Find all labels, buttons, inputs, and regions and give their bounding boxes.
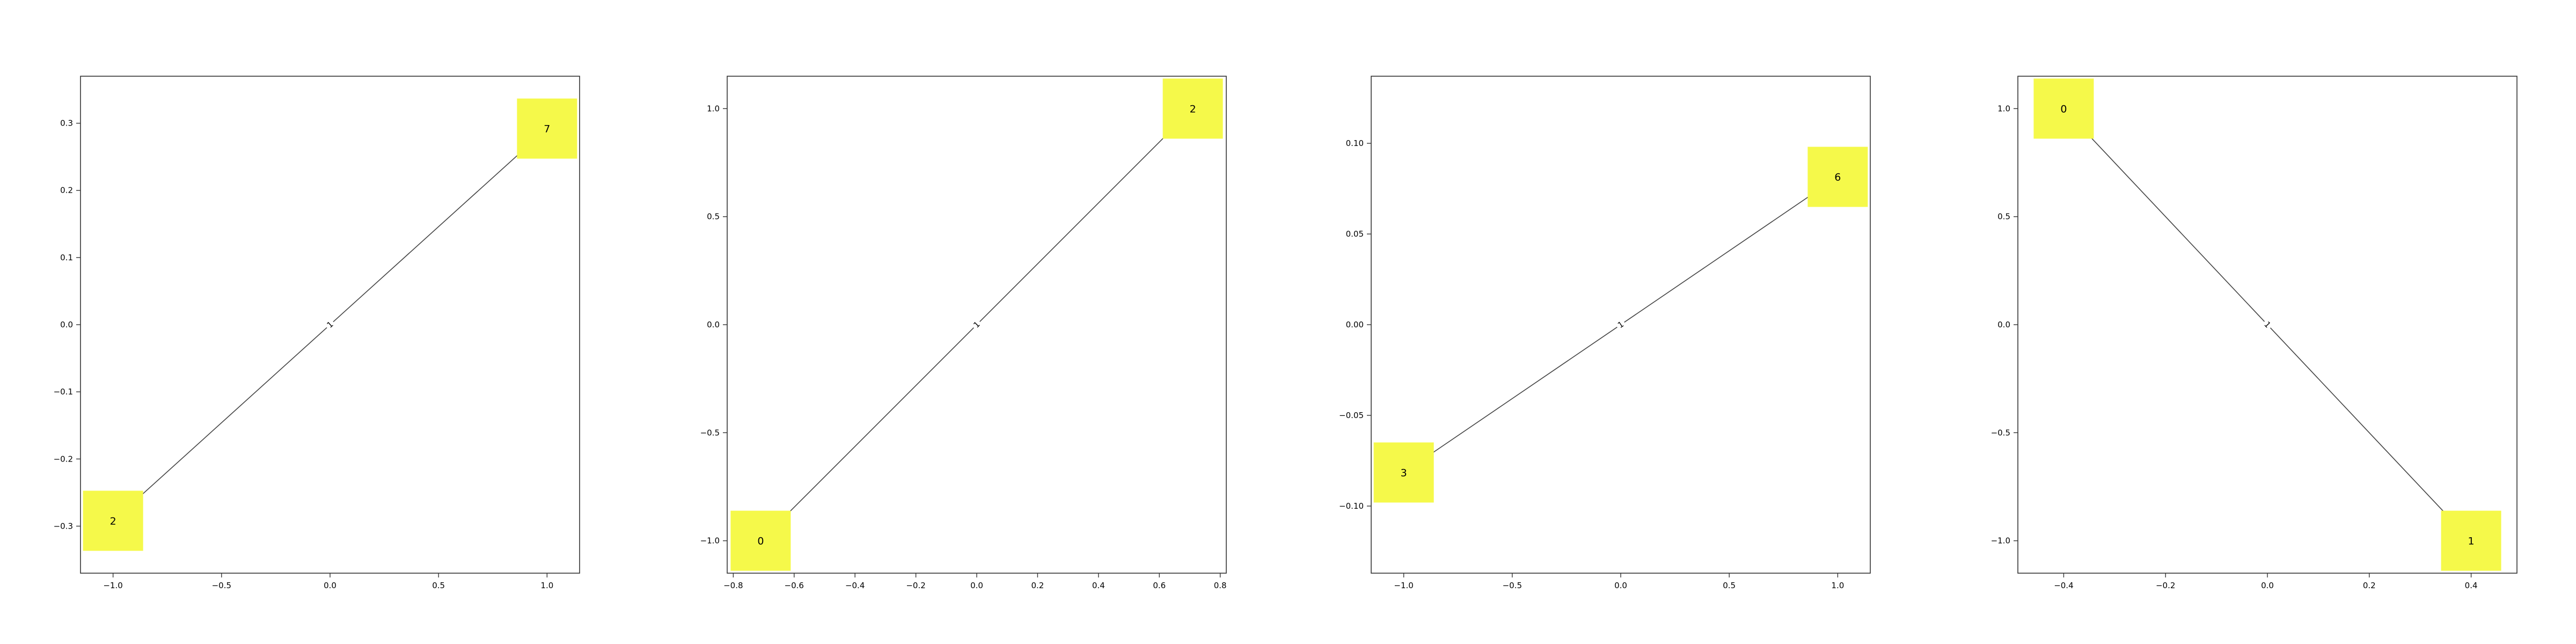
x-tick-label: −0.4	[2054, 581, 2073, 590]
y-tick-label: −0.5	[700, 428, 720, 437]
node-label: 0	[2060, 103, 2067, 115]
x-tick-label: 0.6	[1153, 581, 1166, 590]
x-tick-label: −0.5	[212, 581, 231, 590]
y-tick-label: 0.5	[707, 212, 720, 222]
graph-node: 2	[1162, 78, 1223, 139]
x-tick-label: 0.4	[1092, 581, 1105, 590]
x-tick-label: −0.8	[723, 581, 743, 590]
y-tick-label: 0.0	[60, 320, 73, 330]
y-tick-label: 1.0	[1997, 104, 2010, 113]
graph-panel-4: 101−0.4 −0.2 0.0 0.2 0.4−1.0−0.50.00.51.0	[1991, 76, 2518, 590]
graph-node: 6	[1807, 147, 1868, 207]
x-tick-label: 0.0	[970, 581, 983, 590]
x-tick-label: 0.8	[1214, 581, 1227, 590]
graph-panel-1: 127−1.0 −0.5 0.0 0.5 1.0−0.3−0.2−0.10.00.10.…	[54, 76, 580, 590]
graph-node: 0	[730, 510, 791, 571]
x-tick-label: 0.2	[2363, 581, 2376, 590]
node-label: 3	[1401, 467, 1407, 479]
x-tick-label: 0.0	[2261, 581, 2274, 590]
y-tick-label: 0.2	[60, 186, 73, 195]
node-square	[83, 491, 143, 551]
x-tick-label: 1.0	[540, 581, 553, 590]
y-tick-label: −0.5	[1991, 428, 2010, 437]
node-square	[2033, 78, 2094, 139]
y-tick-label: −0.05	[1339, 411, 1364, 420]
node-label: 2	[1190, 103, 1196, 115]
x-tick-label: 0.0	[1614, 581, 1627, 590]
node-label: 6	[1834, 172, 1841, 184]
node-label: 7	[544, 123, 550, 135]
y-tick-label: −0.10	[1339, 501, 1364, 511]
y-tick-label: −0.2	[54, 454, 73, 464]
node-square	[1807, 147, 1868, 207]
graph-node: 0	[2033, 78, 2094, 139]
x-tick-label: 0.5	[432, 581, 445, 590]
node-square	[2441, 510, 2501, 571]
x-tick-label: −0.2	[2156, 581, 2175, 590]
graph-node: 7	[517, 98, 577, 159]
y-tick-label: −1.0	[700, 536, 720, 546]
x-tick-label: 0.2	[1031, 581, 1044, 590]
x-tick-label: −0.2	[906, 581, 925, 590]
x-tick-label: 0.0	[324, 581, 336, 590]
x-tick-label: −0.5	[1503, 581, 1522, 590]
y-tick-label: −0.3	[54, 521, 73, 531]
y-tick-label: 0.0	[707, 320, 720, 330]
y-tick-label: 0.00	[1346, 320, 1364, 330]
graph-panel-2: 102−0.8 −0.6 −0.4 −0.2 0.0 0.2 0.4 0.6 0.8−1.0−0…	[700, 76, 1227, 590]
node-square	[1373, 442, 1434, 503]
graph-node: 1	[2441, 510, 2501, 571]
node-square	[1162, 78, 1223, 139]
node-label: 0	[757, 536, 764, 547]
node-label: 2	[110, 515, 116, 527]
x-tick-label: 0.4	[2465, 581, 2478, 590]
x-tick-label: −0.6	[785, 581, 804, 590]
node-square	[730, 510, 791, 571]
x-tick-label: −1.0	[1394, 581, 1413, 590]
y-tick-label: −1.0	[1991, 536, 2010, 546]
node-square	[517, 98, 577, 159]
y-tick-label: −0.1	[54, 387, 73, 397]
x-tick-label: −1.0	[103, 581, 122, 590]
graph-node: 3	[1373, 442, 1434, 503]
graph-panel-3: 136−1.0 −0.5 0.0 0.5 1.0−0.10−0.050.000.050.…	[1339, 76, 1871, 590]
y-tick-label: 0.5	[1997, 212, 2010, 222]
node-label: 1	[2468, 536, 2475, 547]
y-tick-label: 1.0	[707, 104, 720, 113]
x-tick-label: −0.4	[845, 581, 865, 590]
y-tick-label: 0.1	[60, 253, 73, 262]
y-tick-label: 0.10	[1346, 138, 1364, 148]
x-tick-label: 0.5	[1723, 581, 1736, 590]
graph-node: 2	[83, 491, 143, 551]
y-tick-label: 0.3	[60, 119, 73, 128]
x-tick-label: 1.0	[1831, 581, 1844, 590]
y-tick-label: 0.05	[1346, 229, 1364, 239]
y-tick-label: 0.0	[1997, 320, 2010, 330]
